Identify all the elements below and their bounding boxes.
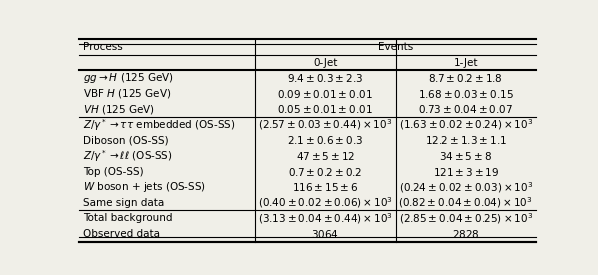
Text: $0.09 \pm 0.01 \pm 0.01$: $0.09 \pm 0.01 \pm 0.01$ — [277, 88, 373, 100]
Text: $2828$: $2828$ — [452, 228, 480, 240]
Text: $0.73 \pm 0.04 \pm 0.07$: $0.73 \pm 0.04 \pm 0.07$ — [418, 103, 513, 115]
Text: $(2.57 \pm 0.03 \pm 0.44)\times10^3$: $(2.57 \pm 0.03 \pm 0.44)\times10^3$ — [258, 117, 392, 132]
Text: $(0.40 \pm 0.02 \pm 0.06)\times10^3$: $(0.40 \pm 0.02 \pm 0.06)\times10^3$ — [258, 195, 393, 210]
Text: $121 \pm  3  \pm 19$: $121 \pm 3 \pm 19$ — [432, 166, 499, 178]
Text: 0-Jet: 0-Jet — [313, 58, 337, 68]
Text: VBF $H$ (125 GeV): VBF $H$ (125 GeV) — [83, 87, 171, 100]
Text: $Z/\gamma^* \rightarrow \ell\ell$ (OS-SS): $Z/\gamma^* \rightarrow \ell\ell$ (OS-SS… — [83, 148, 172, 164]
Text: $47 \pm  5  \pm 12$: $47 \pm 5 \pm 12$ — [295, 150, 355, 162]
Text: Total background: Total background — [83, 213, 172, 223]
Text: $12.2 \pm  1.3  \pm 1.1$: $12.2 \pm 1.3 \pm 1.1$ — [425, 134, 507, 147]
Text: $9.4 \pm  0.3  \pm 2.3$: $9.4 \pm 0.3 \pm 2.3$ — [287, 72, 364, 84]
Text: Diboson (OS-SS): Diboson (OS-SS) — [83, 136, 168, 145]
Text: Top (OS-SS): Top (OS-SS) — [83, 167, 144, 177]
Text: Observed data: Observed data — [83, 229, 160, 239]
Text: $34 \pm  5  \pm 8$: $34 \pm 5 \pm 8$ — [439, 150, 492, 162]
Text: $VH$ (125 GeV): $VH$ (125 GeV) — [83, 103, 155, 116]
Text: Process: Process — [83, 42, 123, 52]
Text: $(3.13 \pm 0.04 \pm 0.44)\times10^3$: $(3.13 \pm 0.04 \pm 0.44)\times10^3$ — [258, 211, 393, 226]
Text: $2.1 \pm  0.6  \pm 0.3$: $2.1 \pm 0.6 \pm 0.3$ — [287, 134, 364, 147]
Text: Same sign data: Same sign data — [83, 198, 164, 208]
Text: $(2.85 \pm 0.04 \pm 0.25)\times10^3$: $(2.85 \pm 0.04 \pm 0.25)\times10^3$ — [399, 211, 533, 226]
Text: $0.7 \pm  0.2  \pm 0.2$: $0.7 \pm 0.2 \pm 0.2$ — [288, 166, 362, 178]
Text: $8.7 \pm  0.2  \pm 1.8$: $8.7 \pm 0.2 \pm 1.8$ — [428, 72, 503, 84]
Text: $(1.63 \pm 0.02 \pm 0.24)\times10^3$: $(1.63 \pm 0.02 \pm 0.24)\times10^3$ — [398, 117, 533, 132]
Text: 1-Jet: 1-Jet — [453, 58, 478, 68]
Text: Events: Events — [378, 42, 413, 52]
Text: $W$ boson + jets (OS-SS): $W$ boson + jets (OS-SS) — [83, 180, 206, 194]
Text: $(0.82 \pm 0.04 \pm 0.04)\times10^3$: $(0.82 \pm 0.04 \pm 0.04)\times10^3$ — [398, 195, 533, 210]
Text: $116 \pm  15  \pm 6$: $116 \pm 15 \pm 6$ — [292, 181, 359, 193]
Text: $0.05 \pm 0.01 \pm 0.01$: $0.05 \pm 0.01 \pm 0.01$ — [277, 103, 373, 115]
Text: $1.68 \pm 0.03 \pm 0.15$: $1.68 \pm 0.03 \pm 0.15$ — [418, 88, 514, 100]
Text: $Z/\gamma^* \rightarrow \tau\tau$ embedded (OS-SS): $Z/\gamma^* \rightarrow \tau\tau$ embedd… — [83, 117, 235, 133]
Text: $(0.24 \pm 0.02 \pm 0.03)\times10^3$: $(0.24 \pm 0.02 \pm 0.03)\times10^3$ — [398, 180, 533, 194]
Text: $gg \rightarrow H$ (125 GeV): $gg \rightarrow H$ (125 GeV) — [83, 71, 173, 85]
Text: $3064$: $3064$ — [312, 228, 339, 240]
